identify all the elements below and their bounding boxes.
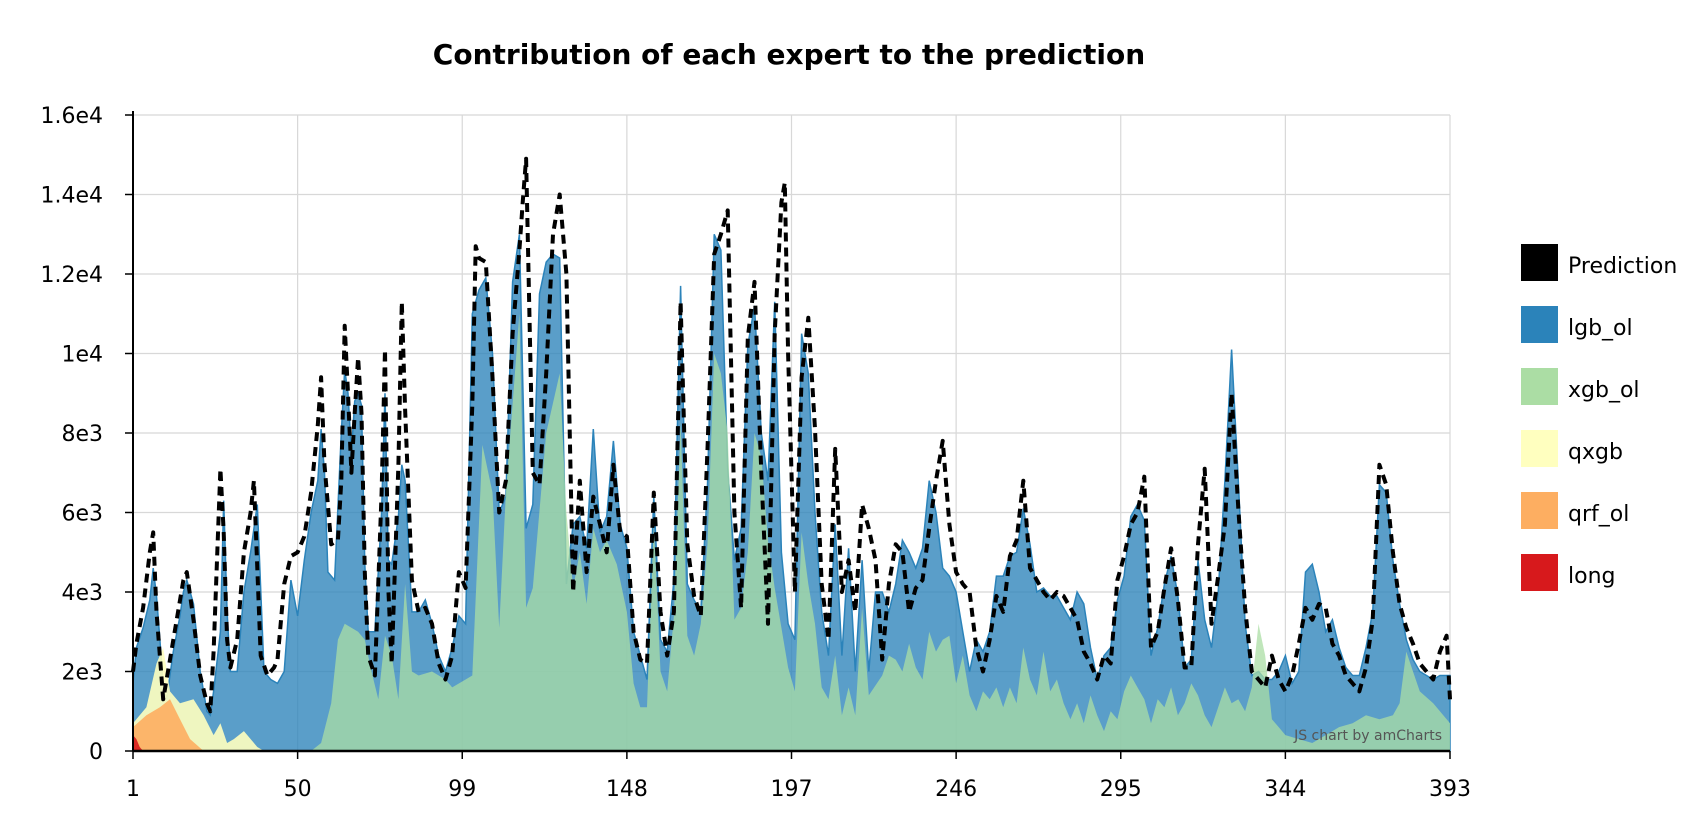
x-tick-label: 344 — [1264, 777, 1306, 802]
legend-label: xgb_ol — [1568, 378, 1640, 403]
x-tick-label: 246 — [935, 777, 977, 802]
legend-label: long — [1568, 564, 1615, 589]
series-areas — [131, 156, 1452, 752]
axes — [125, 111, 1451, 759]
y-tick-label: 4e3 — [61, 581, 103, 606]
chart-title: Contribution of each expert to the predi… — [433, 38, 1145, 71]
y-tick-label: 6e3 — [61, 502, 103, 527]
legend-swatch — [1521, 554, 1558, 591]
tick-labels: 1 50 99 148 197 246 295 344 393 0 2e3 4e3 6e3 8e3 1e4 1… — [40, 104, 1471, 802]
y-tick-label: 1e4 — [61, 343, 103, 368]
legend-item-prediction[interactable]: Prediction — [1521, 244, 1677, 281]
x-tick-label: 197 — [771, 777, 813, 802]
chart-credit[interactable]: JS chart by amCharts — [1293, 728, 1442, 744]
legend-label: qxgb — [1568, 440, 1623, 465]
y-tick-label: 0 — [89, 740, 103, 765]
legend-swatch — [1521, 306, 1558, 343]
x-tick-label: 148 — [606, 777, 648, 802]
legend-item-qxgb[interactable]: qxgb — [1521, 430, 1623, 467]
legend-swatch — [1521, 368, 1558, 405]
y-tick-label: 1.4e4 — [40, 184, 103, 209]
legend-label: lgb_ol — [1568, 316, 1633, 341]
legend-label: qrf_ol — [1568, 502, 1629, 527]
legend-swatch — [1521, 492, 1558, 529]
legend-swatch — [1521, 430, 1558, 467]
x-tick-label: 1 — [126, 777, 140, 802]
legend-swatch — [1521, 244, 1558, 281]
y-tick-label: 8e3 — [61, 422, 103, 447]
x-tick-label: 99 — [448, 777, 476, 802]
legend-item-xgb-ol[interactable]: xgb_ol — [1521, 368, 1640, 405]
x-tick-label: 50 — [284, 777, 312, 802]
x-tick-label: 295 — [1100, 777, 1142, 802]
y-tick-label: 1.2e4 — [40, 263, 103, 288]
legend-item-long[interactable]: long — [1521, 554, 1615, 591]
y-tick-label: 2e3 — [61, 661, 103, 686]
y-tick-label: 1.6e4 — [40, 104, 103, 129]
legend-item-lgb-ol[interactable]: lgb_ol — [1521, 306, 1633, 343]
legend-label: Prediction — [1568, 254, 1677, 279]
x-tick-label: 393 — [1429, 777, 1471, 802]
legend-item-qrf-ol[interactable]: qrf_ol — [1521, 492, 1629, 529]
series-line-prediction[interactable] — [131, 156, 1452, 714]
